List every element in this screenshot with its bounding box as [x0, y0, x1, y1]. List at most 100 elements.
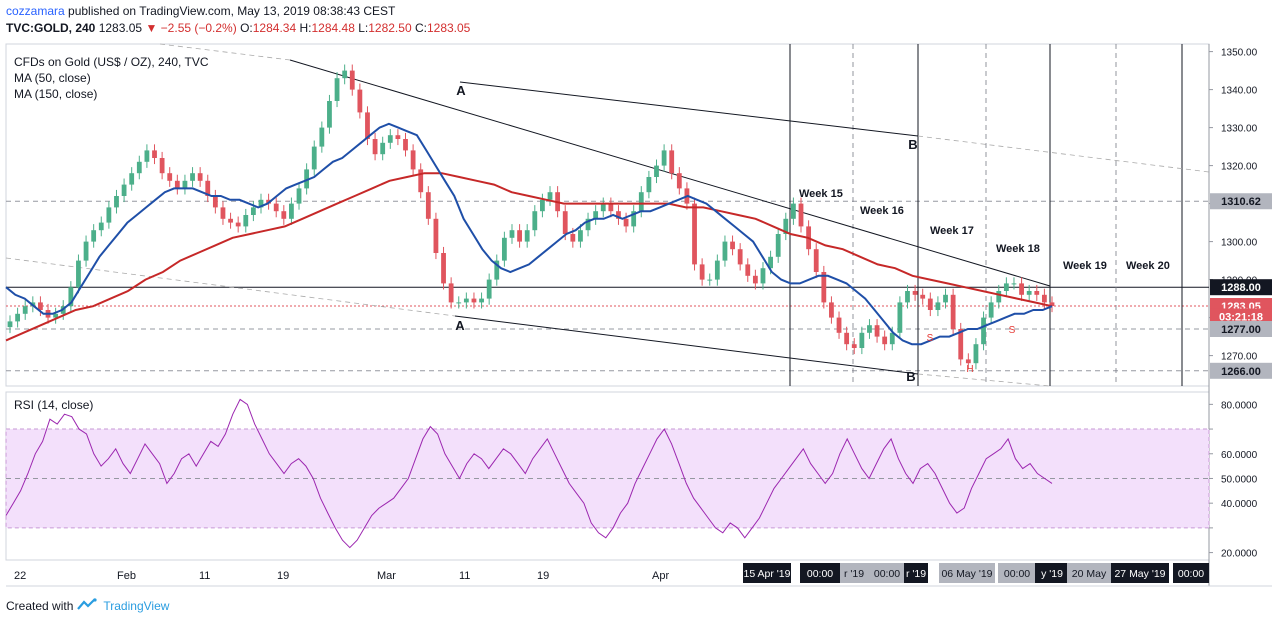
candle — [365, 112, 370, 139]
legend-ma50: MA (50, close) — [14, 71, 91, 85]
candle — [15, 313, 21, 322]
ma150-line — [5, 172, 1053, 342]
candle — [22, 306, 28, 314]
candle — [851, 344, 857, 348]
candle — [281, 211, 287, 219]
time-label-5: 11 — [459, 570, 470, 582]
candle — [174, 180, 180, 189]
candle — [722, 241, 728, 261]
rsi-tick-label: 40.0000 — [1221, 499, 1258, 510]
candle — [578, 230, 583, 242]
candle — [859, 332, 865, 348]
candle — [121, 184, 127, 196]
legend-ma150: MA (150, close) — [14, 87, 97, 101]
ohlc-line: TVC:GOLD, 240 1283.05 ▼ −2.55 (−0.2%) O:… — [6, 21, 470, 36]
price-label-5: 1266.00 — [1221, 366, 1261, 378]
candle — [182, 180, 188, 189]
candle — [532, 211, 538, 231]
time-label-box — [800, 563, 840, 583]
candle — [98, 222, 104, 231]
candle — [752, 275, 758, 284]
price-label-1: 1288.00 — [1221, 282, 1261, 294]
candle — [692, 203, 697, 265]
candle — [669, 150, 675, 174]
author-link[interactable]: cozzamara — [6, 4, 65, 18]
rsi-tick-label: 80.0000 — [1221, 400, 1258, 411]
candle — [714, 260, 720, 280]
price-label-box — [1210, 362, 1272, 379]
candle — [707, 279, 713, 281]
candle — [273, 203, 279, 212]
candle — [159, 158, 165, 174]
candle — [547, 192, 553, 200]
time-label-box — [939, 563, 995, 583]
candle — [1041, 294, 1047, 303]
candle — [7, 321, 13, 328]
time-axis-label-9: 27 May '19 — [1114, 568, 1165, 580]
pattern-label-a-2: A — [455, 318, 465, 333]
candle — [844, 332, 850, 345]
candle — [676, 173, 682, 189]
rsi-tick-label: 20.0000 — [1221, 549, 1258, 560]
candle — [349, 70, 355, 90]
candle — [737, 249, 743, 265]
candle — [1011, 283, 1017, 285]
candle — [83, 241, 89, 261]
candle — [821, 272, 827, 303]
price-tick-label: 1300.00 — [1221, 238, 1258, 249]
candle — [334, 78, 340, 101]
candle — [783, 218, 789, 234]
close-label: C: — [414, 21, 427, 35]
low-value: 1282.50 — [368, 21, 412, 35]
week-label-4: Week 18 — [996, 243, 1040, 255]
rsi-line — [5, 398, 1053, 549]
candle — [235, 222, 241, 227]
candle — [965, 359, 971, 364]
time-label-box — [1035, 563, 1069, 583]
price-tick-label: 1340.00 — [1221, 86, 1258, 97]
candle — [1019, 283, 1024, 295]
week-label-5: Week 19 — [1063, 260, 1107, 272]
candle — [441, 253, 446, 284]
candle — [912, 291, 918, 295]
candle — [205, 180, 211, 196]
candle — [996, 291, 1002, 303]
candle — [889, 332, 895, 345]
candle — [562, 211, 568, 234]
time-axis-label-4: r '19 — [906, 568, 926, 580]
time-label-box — [840, 563, 868, 583]
price-label-3: 03:21:18 — [1219, 311, 1263, 323]
candle — [190, 173, 195, 181]
candle — [813, 249, 819, 272]
candle — [745, 264, 751, 276]
tradingview-brand-link[interactable]: TradingView — [103, 598, 170, 613]
symbol-label: TVC:GOLD, 240 — [6, 21, 96, 35]
price-label-4: 1277.00 — [1221, 324, 1261, 336]
candle — [311, 146, 317, 170]
candle — [319, 127, 325, 147]
pattern-label-s-4: S — [927, 333, 934, 344]
candle — [228, 218, 233, 223]
trend-line-5 — [159, 43, 291, 61]
week-label-2: Week 16 — [860, 205, 904, 217]
candle — [372, 139, 378, 155]
time-label-6: 19 — [537, 570, 549, 582]
candle — [768, 256, 773, 269]
time-axis-label-1: 00:00 — [807, 568, 833, 580]
candle — [456, 302, 462, 304]
candle — [76, 260, 81, 288]
candle — [1003, 283, 1009, 291]
time-axis-label-10: 00:00 — [1178, 568, 1204, 580]
down-arrow-icon: ▼ — [145, 21, 158, 35]
candle — [920, 294, 926, 299]
candle — [380, 142, 386, 155]
candle — [760, 268, 766, 284]
candle — [829, 302, 834, 318]
price-label-box — [1210, 279, 1272, 296]
week-label-6: Week 20 — [1126, 260, 1170, 272]
candle — [342, 70, 348, 79]
rsi-tick-label: 50.0000 — [1221, 474, 1258, 485]
candle — [129, 173, 135, 185]
candle — [600, 203, 606, 212]
